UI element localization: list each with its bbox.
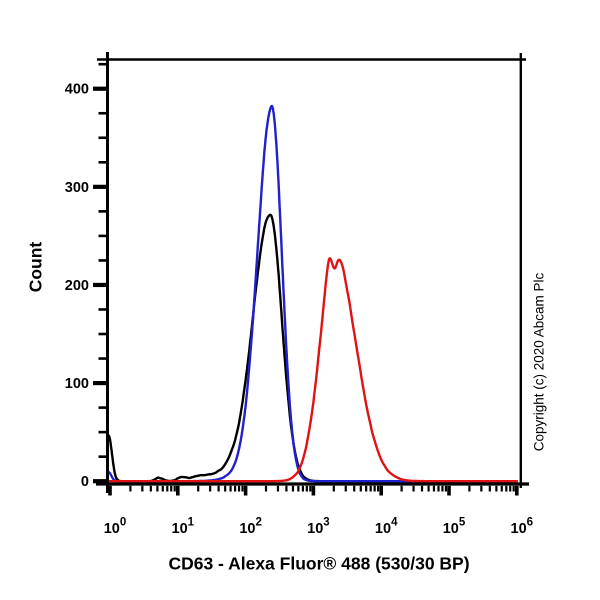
y-axis-title: Count [25,241,46,293]
x-tick-label: 104 [375,517,398,538]
histogram-curve-unstained-control-black [108,213,518,483]
x-tick-label: 100 [104,517,127,538]
x-tick-label: 106 [511,517,534,538]
y-tick-label: 200 [65,278,89,294]
histogram-curve-isotype-control-blue [108,104,518,483]
y-tick-label: 300 [65,180,89,196]
x-tick-label: 103 [307,517,330,538]
y-tick-label: 100 [65,376,89,392]
x-axis-title: CD63 - Alexa Fluor® 488 (530/30 BP) [168,553,470,574]
histogram-curve-cd63-stained-red [108,257,518,483]
y-tick-label: 400 [65,82,89,98]
x-tick-label: 102 [239,517,262,538]
y-tick-label: 0 [81,474,89,490]
x-tick-label: 101 [172,517,195,538]
copyright-notice: Copyright (c) 2020 Abcam Plc [531,272,547,452]
x-tick-label: 105 [443,517,466,538]
